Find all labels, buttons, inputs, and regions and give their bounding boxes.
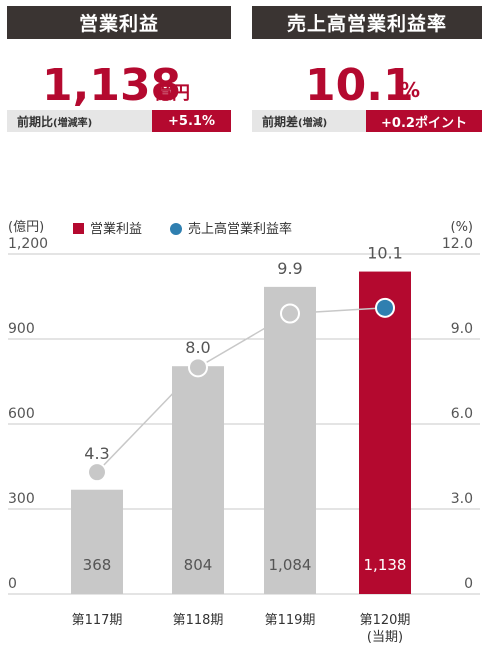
margin-point [280, 303, 300, 324]
bar-value-label: 1,084 [269, 556, 312, 574]
right-axis-unit: (%) [451, 220, 474, 235]
operating-margin-header: 売上高営業利益率 [252, 6, 482, 39]
margin-value-label: 8.0 [185, 338, 210, 357]
legend-bar-swatch [73, 223, 84, 234]
yoy-growth-label-text: 前期比 [17, 114, 54, 129]
yoy-diff-label: 前期差 (増減) [252, 110, 366, 132]
margin-value-label: 9.9 [277, 259, 302, 278]
right-tick-label: 9.0 [451, 321, 473, 337]
operating-margin-unit: % [400, 78, 421, 102]
yoy-diff-label-text: 前期差 [262, 114, 299, 129]
left-tick-label: 1,200 [8, 236, 48, 252]
operating-profit-unit: 億円 [154, 83, 190, 104]
right-tick-label: 6.0 [451, 406, 473, 422]
left-tick-label: 600 [8, 406, 35, 422]
left-tick-label: 900 [8, 321, 35, 337]
bar [359, 271, 411, 594]
margin-point [375, 297, 395, 318]
yoy-growth-label-note: (増減率) [53, 117, 93, 129]
bar [71, 489, 123, 594]
yoy-diff-badge: +0.2ポイント [366, 110, 482, 132]
right-tick-label: 12.0 [442, 236, 473, 252]
left-tick-label: 0 [8, 576, 17, 592]
operating-profit-header: 営業利益 [7, 6, 231, 39]
category-sublabel: (当期) [367, 630, 403, 645]
legend-bar-label: 営業利益 [90, 221, 142, 237]
category-label: 第119期 [265, 613, 316, 628]
right-tick-label: 0 [464, 576, 473, 592]
bar [264, 286, 316, 594]
legend-line-label: 売上高営業利益率 [188, 221, 292, 237]
yoy-growth-badge: +5.1% [152, 110, 231, 132]
left-axis-unit: (億円) [8, 219, 44, 235]
bar-value-label: 804 [184, 556, 213, 574]
yoy-diff-label-note: (増減) [298, 117, 328, 129]
margin-value-label: 4.3 [84, 444, 109, 463]
margin-point [188, 357, 208, 378]
bar-value-label: 1,138 [364, 556, 407, 574]
right-tick-label: 3.0 [451, 491, 473, 507]
margin-point [87, 462, 107, 483]
margin-value-label: 10.1 [367, 244, 403, 263]
yoy-growth-label: 前期比 (増減率) [7, 110, 152, 132]
operating-margin-value: 10.1 [305, 60, 414, 111]
category-label: 第120期 [360, 613, 411, 628]
bar [172, 366, 224, 594]
left-tick-label: 300 [8, 491, 35, 507]
category-label: 第117期 [72, 613, 123, 628]
operating-profit-value: 1,138 [42, 60, 182, 111]
category-label: 第118期 [173, 613, 224, 628]
bar-value-label: 368 [83, 556, 112, 574]
margin-line [96, 307, 386, 473]
legend-line-swatch [170, 223, 182, 235]
